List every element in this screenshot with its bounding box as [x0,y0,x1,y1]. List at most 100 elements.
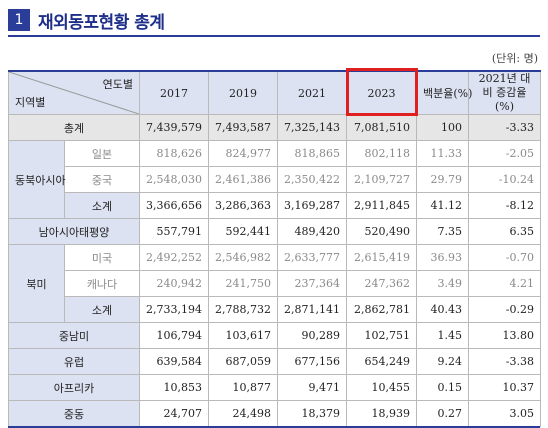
region-label: 동북아시아 [8,140,66,219]
cell: 7,439,579 [139,114,209,141]
table-row: 북미 미국 2,492,252 2,546,982 2,633,777 2,61… [8,244,541,323]
cell: 247,362 [346,270,417,297]
table-row-subtotal: 소계 3,366,656 3,286,363 3,169,287 2,911,8… [9,192,541,219]
cell: 10,853 [139,374,209,401]
cell: 2,548,030 [139,166,209,193]
cell: 3,169,287 [277,192,347,219]
cell: 13.80 [468,322,541,349]
cell: -3.33 [468,114,541,141]
cell: 818,865 [277,140,347,167]
cell: 10.37 [468,374,541,401]
cell: 9.24 [416,348,469,375]
cell: 36.93 [416,244,469,271]
cell: 241,750 [208,270,278,297]
cell: 90,289 [277,322,347,349]
corner-region-label: 지역별 [15,96,46,109]
cell: 2,862,781 [346,296,417,323]
table-row: 유럽 639,584 687,059 677,156 654,249 9.24 … [8,348,541,375]
cell: 100 [416,114,469,141]
country-label: 중국 [64,166,140,193]
region-label: 유럽 [8,348,140,375]
cell: 10,877 [208,374,278,401]
corner-year-label: 연도별 [102,78,133,91]
cell: 639,584 [139,348,209,375]
cell: 2,461,386 [208,166,278,193]
table-row: 동북아시아 일본 818,626 824,977 818,865 802,118… [8,140,541,219]
cell: 687,059 [208,348,278,375]
cell: 489,420 [277,218,347,245]
cell: 520,490 [346,218,417,245]
table-row-subtotal: 소계 2,733,194 2,788,732 2,871,141 2,862,7… [9,296,541,323]
cell: 2,109,727 [346,166,417,193]
cell: 2,615,419 [346,244,417,271]
col-header-2023: 2023 [346,70,417,115]
cell: 102,751 [346,322,417,349]
col-header: 2019 [208,70,278,115]
cell: -0.29 [468,296,541,323]
cell: 103,617 [208,322,278,349]
cell: 106,794 [139,322,209,349]
cell: 654,249 [346,348,417,375]
cell: 2,911,845 [346,192,417,219]
cell: -10.24 [468,166,541,193]
cell: 7,493,587 [208,114,278,141]
title-underline [8,35,540,37]
region-label: 중남미 [8,322,140,349]
cell: 11.33 [416,140,469,167]
cell: -8.12 [468,192,541,219]
cell: 824,977 [208,140,278,167]
row-label: 총계 [8,114,140,141]
col-header: 2017 [139,70,209,115]
country-label: 캐나다 [64,270,140,297]
table-row: 아프리카 10,853 10,877 9,471 10,455 0.15 10.… [8,374,541,401]
country-label: 일본 [64,140,140,167]
overseas-koreans-table: 연도별 지역별 2017 2019 2021 2023 백분율(%) 2021년… [8,70,541,427]
section-number-badge: 1 [8,9,30,31]
cell: -3.38 [468,348,541,375]
cell: 592,441 [208,218,278,245]
region-label: 아프리카 [8,374,140,401]
header-row: 연도별 지역별 2017 2019 2021 2023 백분율(%) 2021년… [8,70,541,115]
cell: 1.45 [416,322,469,349]
cell: 6.35 [468,218,541,245]
col-header: 2021 [277,70,347,115]
cell: -0.70 [468,244,541,271]
cell: 3.49 [416,270,469,297]
cell: 4.21 [468,270,541,297]
cell: 2,871,141 [277,296,347,323]
region-label: 북미 [8,244,65,323]
cell: 0.15 [416,374,469,401]
cell: 2,350,422 [277,166,347,193]
table-row: 캐나다 240,942 241,750 237,364 247,362 3.49… [9,270,541,297]
cell: 7.35 [416,218,469,245]
table-row-total: 총계 7,439,579 7,493,587 7,325,143 7,081,5… [8,114,541,141]
cell: 41.12 [416,192,469,219]
cell: 10,455 [346,374,417,401]
cell: 7,081,510 [346,114,417,141]
cell: 2,733,194 [139,296,209,323]
table-row: 남아시아태평양 557,791 592,441 489,420 520,490 … [8,218,541,245]
subtotal-label: 소계 [64,296,140,323]
section-title: 1 재외동포현황 총계 [8,8,165,33]
cell: 2,633,777 [277,244,347,271]
cell: 802,118 [346,140,417,167]
cell: 9,471 [277,374,347,401]
unit-label: (단위: 명) [491,52,538,65]
cell: -2.05 [468,140,541,167]
corner-header: 연도별 지역별 [8,70,140,115]
cell: 677,156 [277,348,347,375]
cell: 2,492,252 [139,244,209,271]
col-header: 백분율(%) [416,70,472,115]
country-label: 미국 [64,244,140,271]
cell: 2,546,982 [208,244,278,271]
cell: 2,788,732 [208,296,278,323]
cell: 240,942 [139,270,209,297]
cell: 40.43 [416,296,469,323]
section-title-text: 재외동포현황 총계 [38,12,165,33]
region-label: 남아시아태평양 [8,218,140,245]
subtotal-label: 소계 [64,192,140,219]
cell: 237,364 [277,270,347,297]
cell: 3,286,363 [208,192,278,219]
cell: 3,366,656 [139,192,209,219]
cell: 818,626 [139,140,209,167]
